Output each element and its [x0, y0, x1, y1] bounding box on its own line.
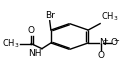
Text: O: O [28, 26, 35, 35]
Text: O: O [98, 51, 105, 60]
Text: NH: NH [28, 49, 41, 58]
Text: O: O [111, 38, 118, 47]
Text: N: N [100, 38, 106, 47]
Text: Br: Br [45, 11, 55, 20]
Text: CH$_3$: CH$_3$ [101, 11, 118, 23]
Text: −: − [113, 38, 119, 44]
Text: CH$_3$: CH$_3$ [2, 37, 20, 50]
Text: +: + [102, 38, 108, 44]
